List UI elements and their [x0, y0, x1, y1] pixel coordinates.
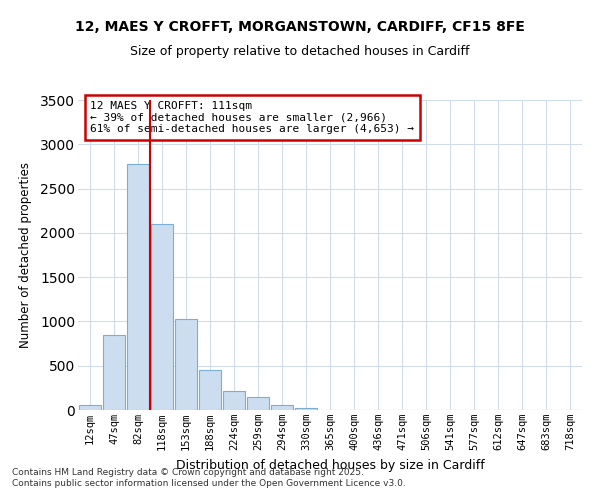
Text: Contains HM Land Registry data © Crown copyright and database right 2025.
Contai: Contains HM Land Registry data © Crown c… [12, 468, 406, 487]
Bar [103, 334, 125, 410]
Bar [247, 396, 269, 410]
Bar [271, 404, 293, 410]
Y-axis label: Number of detached properties: Number of detached properties [19, 162, 32, 348]
Bar [175, 319, 197, 410]
Bar [223, 392, 245, 410]
Bar [151, 224, 173, 410]
Bar [127, 164, 149, 410]
Text: 12 MAES Y CROFFT: 111sqm
← 39% of detached houses are smaller (2,966)
61% of sem: 12 MAES Y CROFFT: 111sqm ← 39% of detach… [91, 101, 415, 134]
Bar [199, 370, 221, 410]
X-axis label: Distribution of detached houses by size in Cardiff: Distribution of detached houses by size … [176, 458, 484, 471]
Bar [79, 405, 101, 410]
Text: Size of property relative to detached houses in Cardiff: Size of property relative to detached ho… [130, 45, 470, 58]
Bar [295, 408, 317, 410]
Text: 12, MAES Y CROFFT, MORGANSTOWN, CARDIFF, CF15 8FE: 12, MAES Y CROFFT, MORGANSTOWN, CARDIFF,… [75, 20, 525, 34]
